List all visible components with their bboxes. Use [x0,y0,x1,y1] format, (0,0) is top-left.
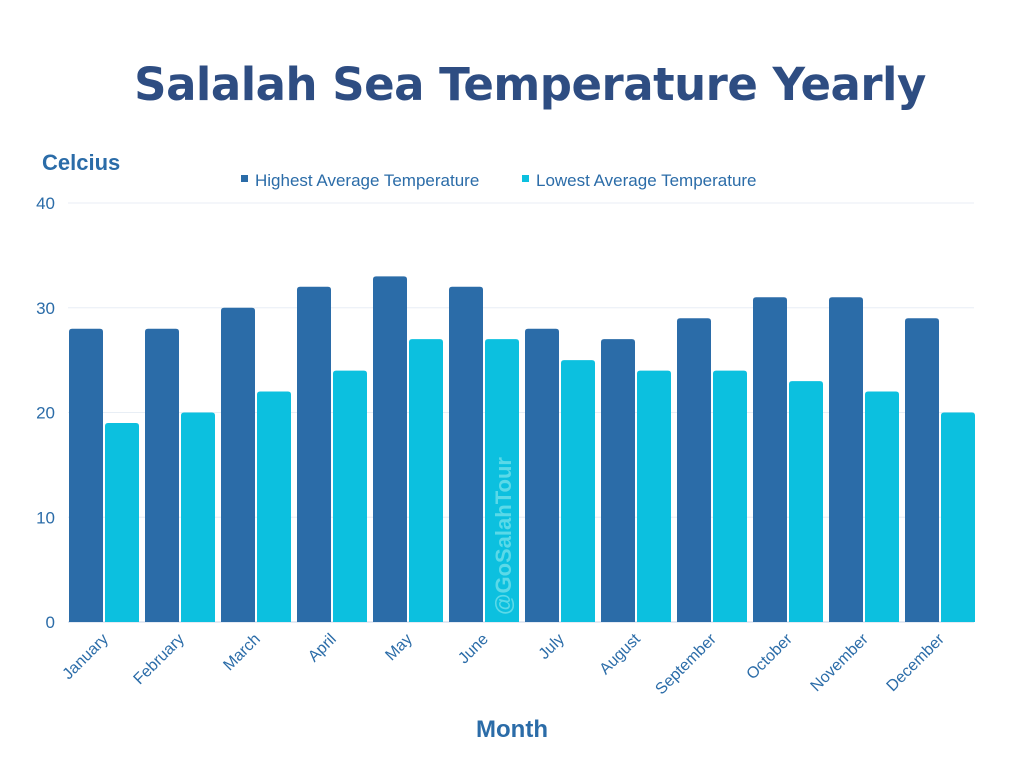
bar-lowest [333,370,367,622]
watermark: @GoSalahTour [491,457,516,615]
bar-lowest [941,412,975,622]
legend-label: Highest Average Temperature [255,171,479,190]
bar-lowest [713,370,747,622]
legend-swatch [522,175,529,182]
bar-highest [449,286,483,622]
bar-highest [677,318,711,622]
bar-lowest [485,339,519,622]
legend-label: Lowest Average Temperature [536,171,757,190]
x-tick-label: February [131,631,188,688]
x-tick-label: December [884,630,949,695]
x-axis-label: Month [476,716,548,743]
bar-lowest [865,391,899,622]
y-tick-label: 10 [36,508,55,527]
y-tick-label: 30 [36,299,55,318]
bar-lowest [105,422,139,622]
x-tick-label: April [305,631,340,666]
bar-lowest [789,381,823,622]
y-tick-label: 0 [46,613,55,632]
y-tick-label: 20 [36,404,55,423]
bar-highest [221,307,255,622]
x-tick-label: May [382,631,415,664]
bar-lowest [181,412,215,622]
bar-lowest [409,339,443,622]
bar-highest [373,276,407,622]
bar-highest [601,339,635,622]
bar-highest [905,318,939,622]
y-axis-label: Celcius [42,150,120,175]
bar-highest [829,297,863,622]
x-tick-label: June [455,631,492,668]
x-tick-label: October [744,630,797,683]
legend-swatch [241,175,248,182]
bar-lowest [637,370,671,622]
bar-highest [753,297,787,622]
bar-highest [69,328,103,622]
bar-lowest [561,360,595,622]
y-tick-label: 40 [36,194,55,213]
x-tick-label: September [652,630,720,698]
bar-highest [525,328,559,622]
x-tick-label: July [536,631,568,663]
chart-title: Salalah Sea Temperature Yearly [134,58,926,111]
x-tick-label: November [808,630,873,695]
x-tick-label: March [220,631,263,674]
bar-highest [297,286,331,622]
bar-highest [145,328,179,622]
bar-lowest [257,391,291,622]
x-tick-label: January [60,631,112,683]
x-tick-label: August [597,630,645,678]
